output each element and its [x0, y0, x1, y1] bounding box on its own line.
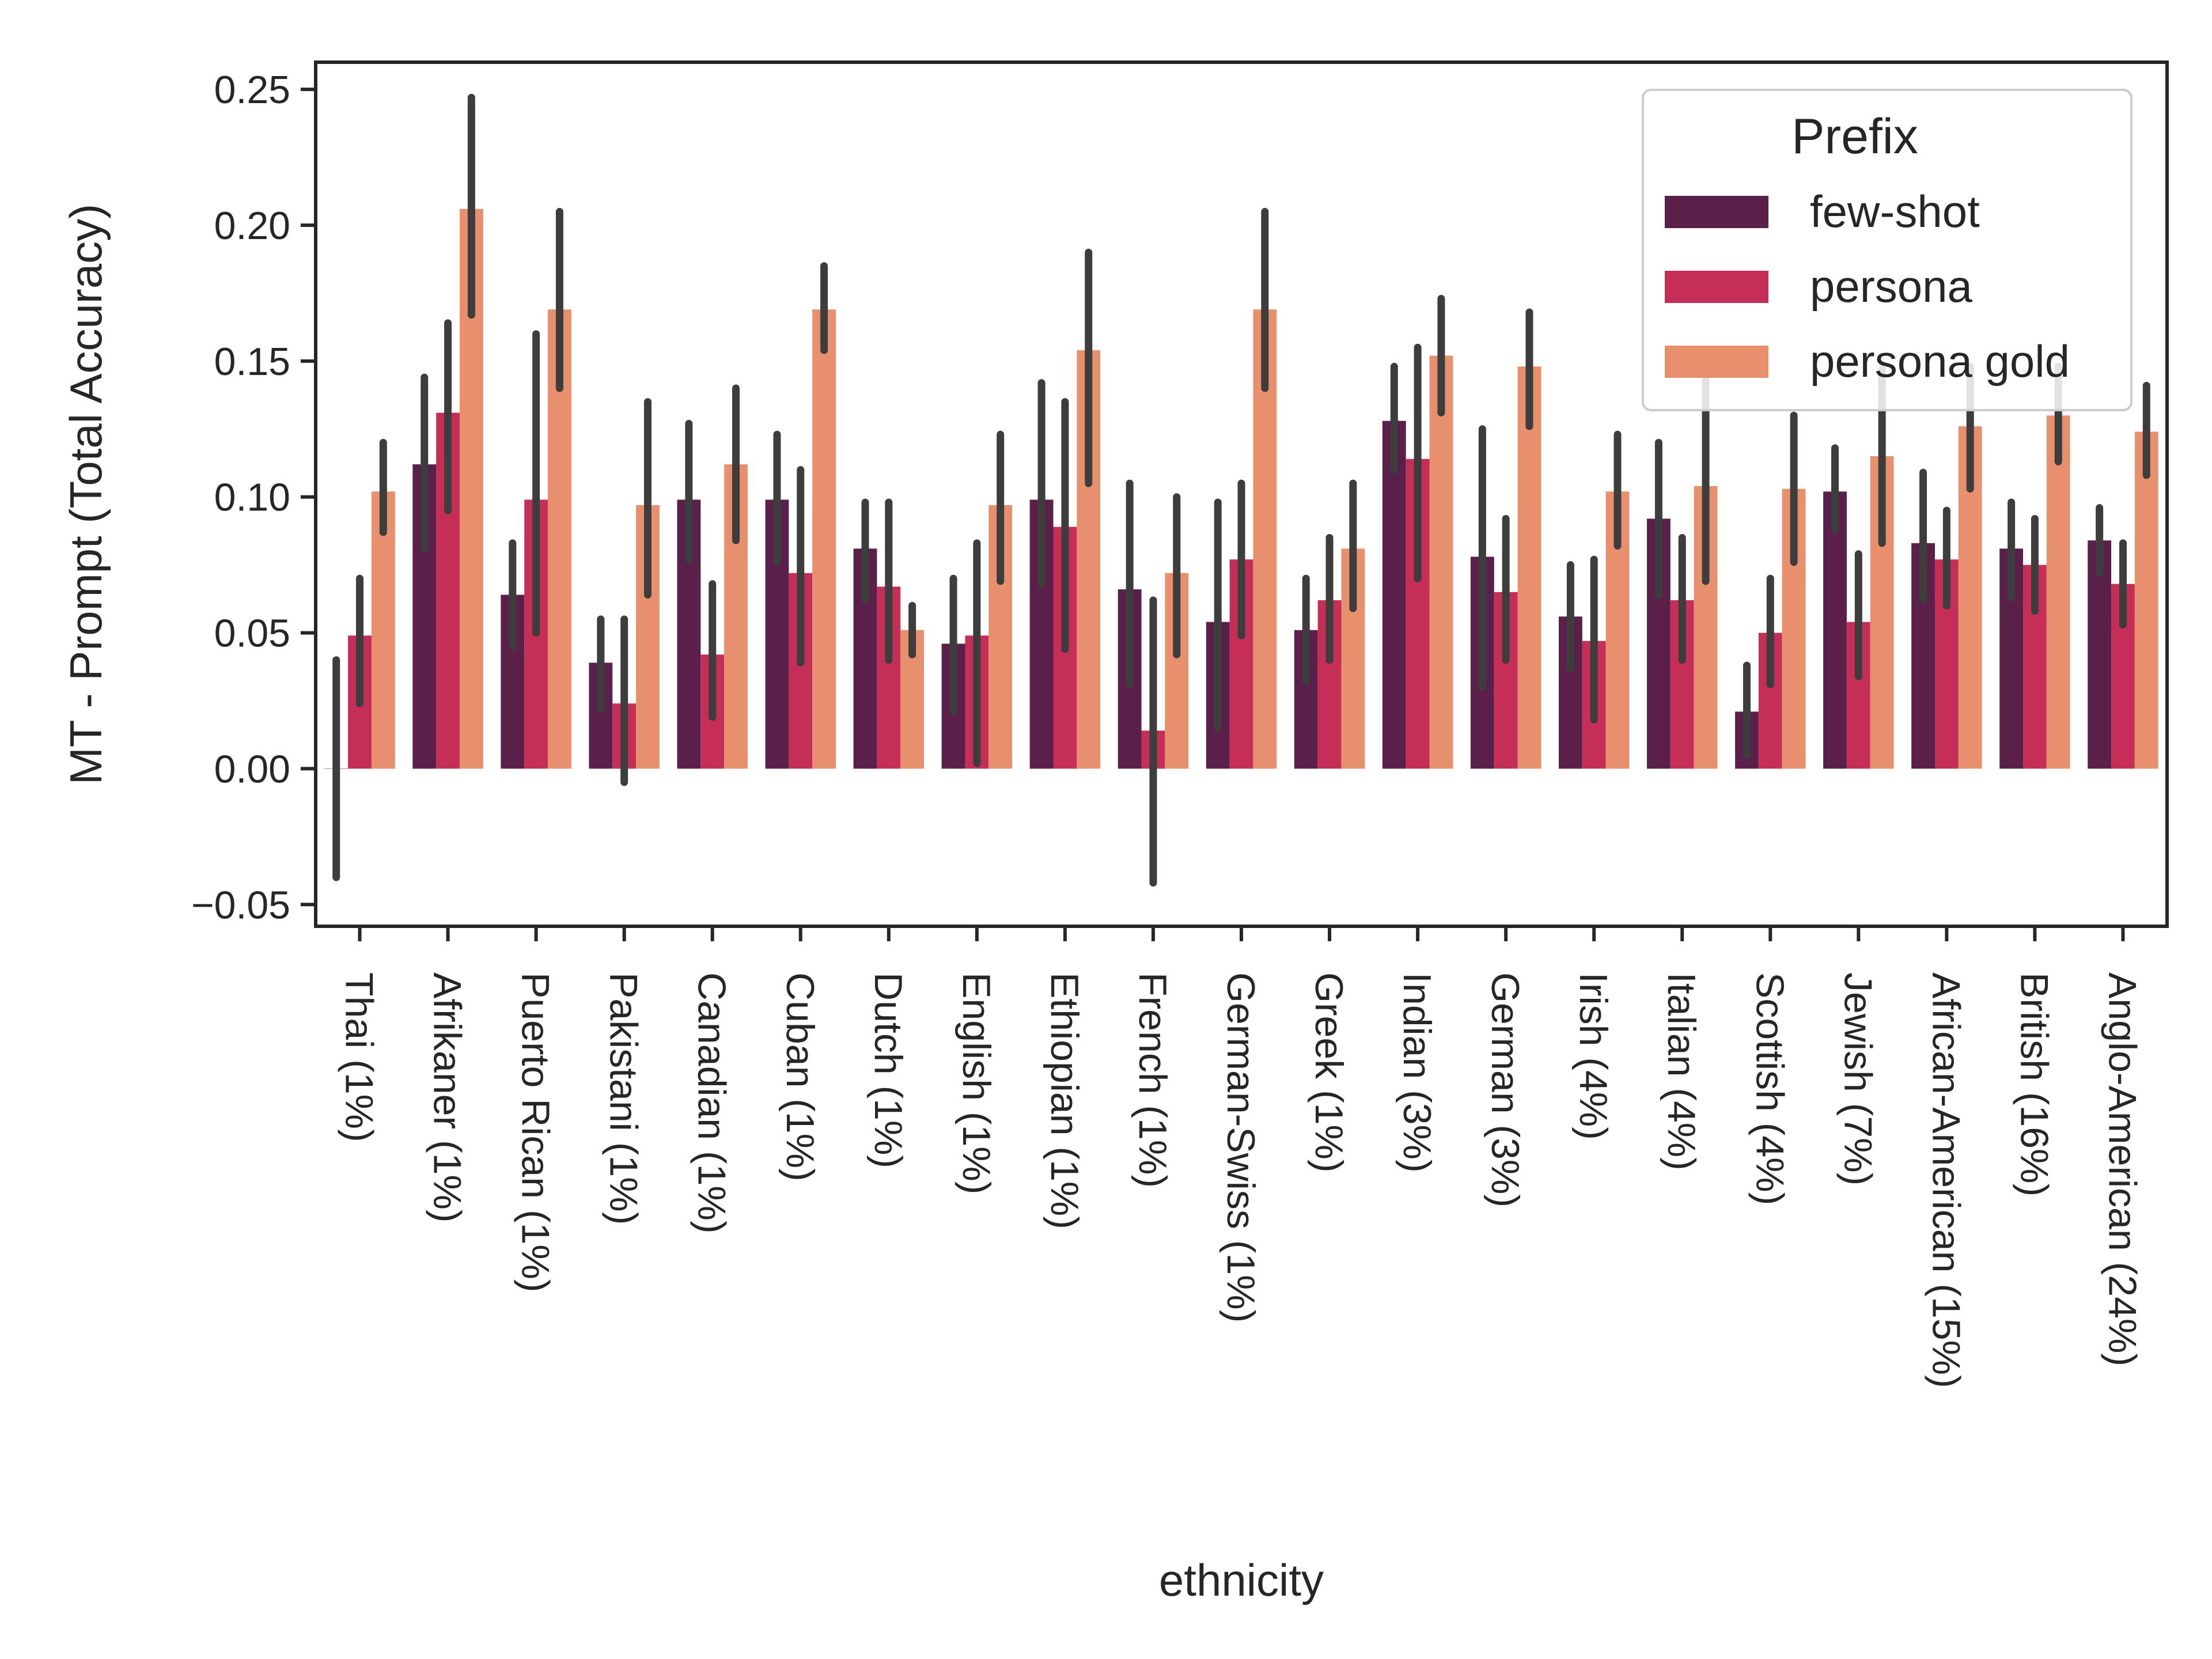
legend-swatch [1665, 346, 1768, 378]
legend-swatch [1665, 271, 1768, 303]
y-tick-label: 0.15 [214, 340, 290, 384]
x-tick-label: Anglo-American (24%) [2100, 972, 2144, 1366]
x-tick-label: Jewish (7%) [1836, 972, 1880, 1185]
bar [2088, 540, 2112, 769]
y-tick-label: 0.05 [214, 612, 290, 656]
bar [1429, 355, 1453, 769]
y-tick-label: 0.25 [214, 68, 290, 112]
y-axis: −0.05 0.00 0.05 0.10 0.15 0.20 0.25 [191, 68, 316, 927]
x-tick-label: German (3%) [1483, 972, 1527, 1207]
x-tick-label: Pakistani (1%) [602, 972, 646, 1225]
x-tick-label: French (1%) [1131, 972, 1175, 1188]
y-tick-label: 0.20 [214, 204, 290, 248]
bar [812, 309, 836, 769]
y-axis-label: MT - Prompt (Total Accuracy) [60, 204, 111, 785]
x-tick-label: Thai (1%) [338, 972, 381, 1142]
bar [371, 491, 395, 769]
x-axis-label: ethnicity [1159, 1555, 1324, 1605]
x-tick-label: African-American (15%) [1924, 972, 1968, 1388]
x-tick-label: Canadian (1%) [690, 972, 734, 1234]
legend-title: Prefix [1791, 109, 1918, 164]
legend-label: persona [1810, 261, 1972, 312]
y-tick-label: 0.10 [214, 476, 290, 520]
x-axis: Thai (1%) Afrikaner (1%) Puerto Rican (1%)… [338, 926, 2144, 1388]
x-tick-label: Dutch (1%) [866, 972, 910, 1168]
legend: Prefix few-shot persona persona gold [1642, 89, 2133, 411]
legend-label: few-shot [1810, 186, 1980, 237]
x-tick-label: Indian (3%) [1395, 972, 1439, 1173]
bar [2046, 415, 2070, 769]
x-tick-label: British (16%) [2012, 972, 2056, 1196]
legend-items: few-shot persona persona gold [1665, 186, 2070, 387]
bar [1517, 366, 1541, 769]
error-bars-layer [332, 93, 2150, 887]
y-tick-label: 0.00 [214, 747, 290, 791]
bar [2134, 431, 2158, 769]
legend-label: persona gold [1810, 336, 2070, 387]
legend-swatch [1665, 196, 1768, 228]
bar [1382, 421, 1406, 769]
x-tick-label: Scottish (4%) [1748, 972, 1791, 1205]
x-tick-label: German-Swiss (1%) [1219, 972, 1263, 1323]
x-tick-label: Puerto Rican (1%) [514, 972, 558, 1293]
x-tick-label: English (1%) [955, 972, 998, 1195]
x-tick-label: Ethiopian (1%) [1043, 972, 1086, 1229]
x-tick-label: Italian (4%) [1660, 972, 1703, 1171]
bar [1823, 491, 1847, 769]
legend-box [1642, 89, 2133, 411]
x-tick-label: Afrikaner (1%) [426, 972, 469, 1223]
y-tick-label: −0.05 [191, 883, 290, 927]
x-tick-label: Cuban (1%) [778, 972, 822, 1181]
x-tick-label: Irish (4%) [1571, 972, 1615, 1140]
x-tick-label: Greek (1%) [1307, 972, 1351, 1173]
